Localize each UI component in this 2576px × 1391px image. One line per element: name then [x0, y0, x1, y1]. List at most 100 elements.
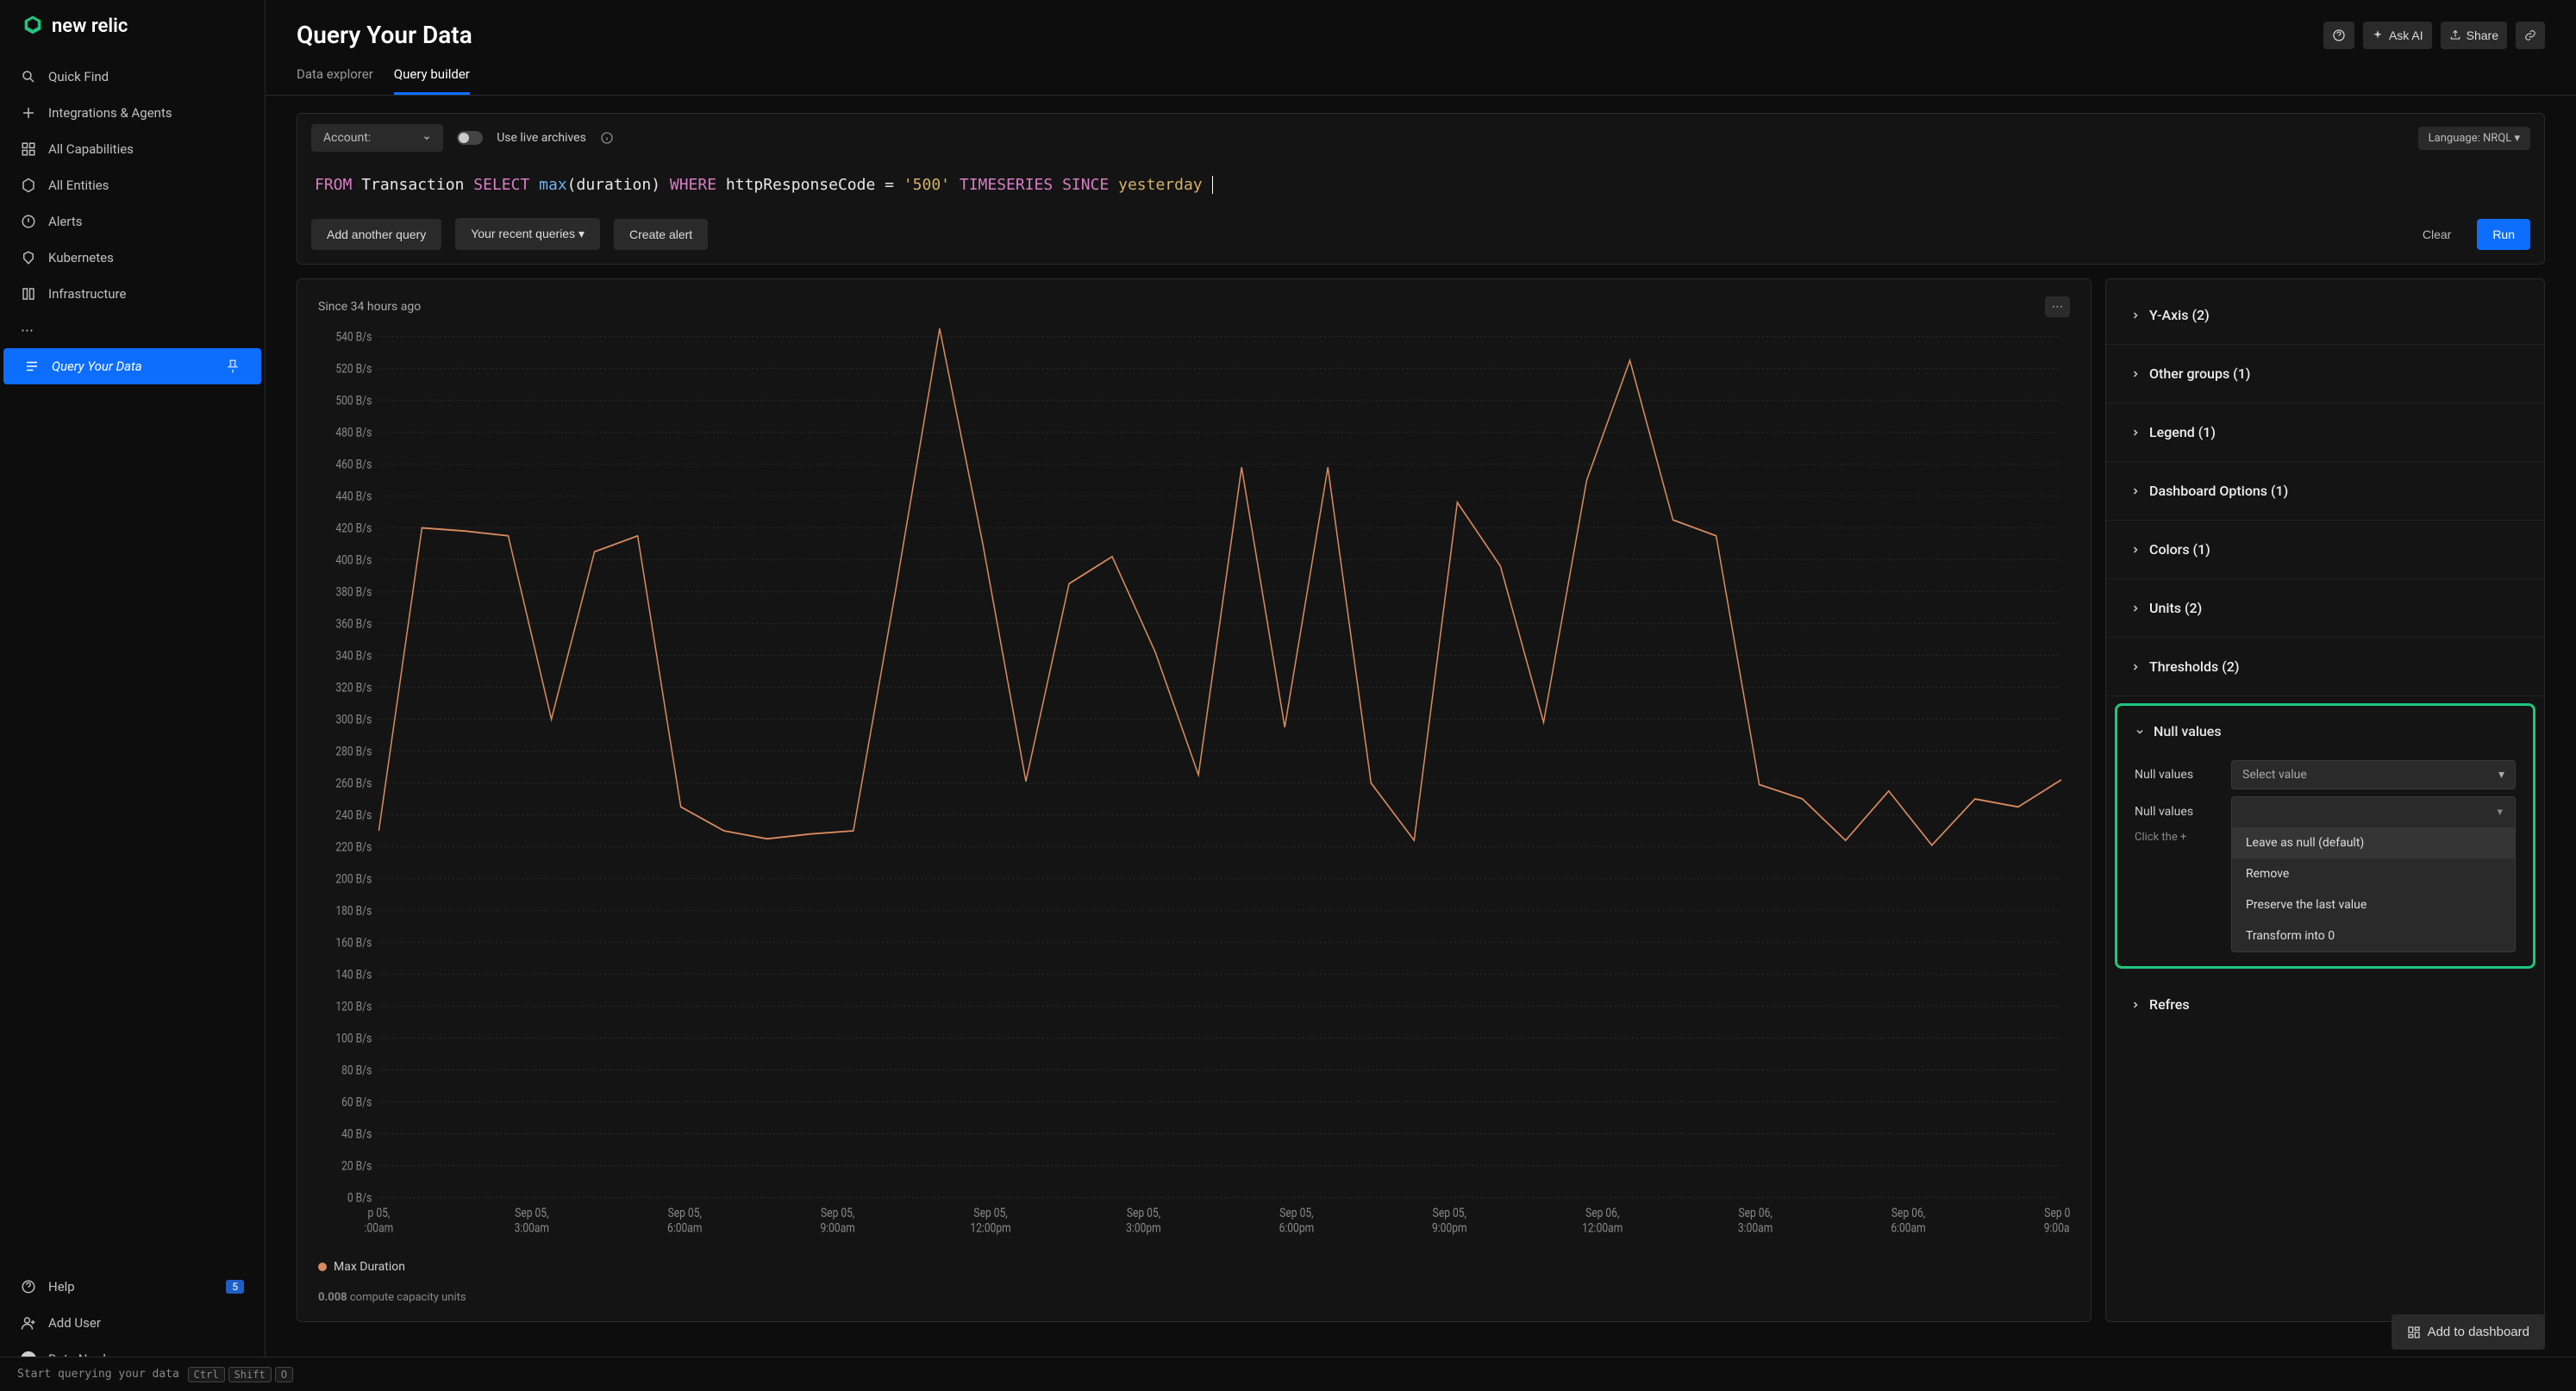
chart-panel: Since 34 hours ago ⋯ 540 B/s520 B/s500 B… — [297, 278, 2091, 1322]
add-to-dashboard-button[interactable]: Add to dashboard — [2392, 1314, 2545, 1350]
main: Query Your Data Ask AI Share Data — [266, 0, 2576, 1391]
opt-section[interactable]: Colors (1) — [2106, 521, 2544, 579]
pin-icon[interactable] — [225, 359, 241, 374]
opt-section[interactable]: Thresholds (2) — [2106, 638, 2544, 696]
null-values-dropdown: ▾ Leave as null (default) Remove Preserv… — [2231, 796, 2516, 952]
nav-label: Alerts — [48, 214, 83, 229]
add-user-label: Add User — [48, 1315, 101, 1331]
kw-func: max — [539, 176, 567, 194]
svg-text:240 B/s: 240 B/s — [335, 808, 372, 823]
svg-text::00am: :00am — [365, 1220, 394, 1236]
nav-label: Quick Find — [48, 69, 109, 84]
logo[interactable]: new relic — [0, 0, 265, 52]
nav-integrations[interactable]: Integrations & Agents — [0, 95, 265, 131]
search-icon — [21, 69, 36, 84]
query-area: Account: Use live archives Language: NRQ… — [297, 113, 2545, 265]
help-label: Help — [48, 1279, 75, 1294]
opt-section[interactable]: Legend (1) — [2106, 403, 2544, 462]
tab-query-builder[interactable]: Query builder — [394, 66, 470, 95]
sidebar: new relic Quick Find Integrations & Agen… — [0, 0, 266, 1391]
nav-entities[interactable]: All Entities — [0, 167, 265, 203]
tab-data-explorer[interactable]: Data explorer — [297, 66, 373, 95]
opt-section[interactable]: Other groups (1) — [2106, 345, 2544, 403]
kw-cond: httpResponseCode = — [726, 176, 894, 194]
account-select[interactable]: Account: — [311, 124, 443, 152]
nav-more[interactable]: ⋯ — [0, 312, 265, 348]
opt-section[interactable]: Units (2) — [2106, 579, 2544, 638]
hex-icon — [21, 178, 36, 193]
svg-text:Sep 05,: Sep 05, — [1127, 1206, 1161, 1221]
svg-text:3:00pm: 3:00pm — [1126, 1220, 1161, 1236]
svg-text:6:00am: 6:00am — [667, 1220, 702, 1236]
nav-quick-find[interactable]: Quick Find — [0, 59, 265, 95]
grid-icon — [21, 141, 36, 157]
query-toolbar: Account: Use live archives Language: NRQ… — [297, 114, 2544, 162]
create-alert-button[interactable]: Create alert — [614, 219, 708, 250]
opt-refresh[interactable]: Refres — [2106, 976, 2544, 1033]
content-row: Since 34 hours ago ⋯ 540 B/s520 B/s500 B… — [297, 278, 2545, 1322]
ask-ai-button[interactable]: Ask AI — [2363, 22, 2432, 49]
nav-alerts[interactable]: Alerts — [0, 203, 265, 240]
svg-text:12:00pm: 12:00pm — [970, 1220, 1010, 1236]
opt-label: Thresholds (2) — [2149, 658, 2239, 675]
share-button[interactable]: Share — [2441, 22, 2507, 49]
chevron-right-icon — [2130, 310, 2141, 321]
infra-icon — [21, 286, 36, 302]
language-select[interactable]: Language: NRQL ▾ — [2418, 127, 2530, 150]
null-values-section: Null values Null values Select value ▾ N… — [2115, 703, 2535, 969]
opt-section[interactable]: Y-Axis (2) — [2106, 286, 2544, 345]
null-values-header[interactable]: Null values — [2117, 706, 2533, 753]
clear-button[interactable]: Clear — [2407, 219, 2467, 250]
svg-text:280 B/s: 280 B/s — [335, 744, 372, 759]
capacity-label: 0.008 compute capacity units — [318, 1291, 2070, 1304]
chevron-down-icon: ▾ — [578, 227, 585, 240]
kbd-ctrl: Ctrl — [188, 1367, 225, 1382]
chevron-right-icon — [2130, 603, 2141, 614]
add-dashboard-label: Add to dashboard — [2428, 1325, 2529, 1339]
svg-text:180 B/s: 180 B/s — [335, 903, 372, 919]
svg-text:Sep 05,: Sep 05, — [515, 1206, 549, 1221]
dd-remove[interactable]: Remove — [2232, 858, 2515, 889]
add-query-button[interactable]: Add another query — [311, 219, 441, 250]
query-editor[interactable]: FROM Transaction SELECT max(duration) WH… — [297, 162, 2544, 208]
null-title: Null values — [2154, 723, 2222, 739]
help-link[interactable]: Help 5 — [0, 1269, 265, 1305]
chevron-down-icon: ▾ — [2497, 806, 2503, 819]
nav-label: All Capabilities — [48, 141, 134, 157]
dd-preserve[interactable]: Preserve the last value — [2232, 889, 2515, 920]
query-actions: Add another query Your recent queries ▾ … — [297, 208, 2544, 264]
nav-kubernetes[interactable]: Kubernetes — [0, 240, 265, 276]
svg-text:500 B/s: 500 B/s — [335, 393, 372, 409]
null-label-1: Null values — [2135, 768, 2221, 782]
chart-header: Since 34 hours ago ⋯ — [318, 296, 2070, 317]
help-button[interactable] — [2323, 22, 2354, 49]
dd-leave-null[interactable]: Leave as null (default) — [2232, 827, 2515, 858]
bottom-bar: Start querying your data Ctrl Shift O — [0, 1357, 2576, 1391]
nav-infrastructure[interactable]: Infrastructure — [0, 276, 265, 312]
svg-text:440 B/s: 440 B/s — [335, 489, 372, 504]
nav-label: Integrations & Agents — [48, 105, 172, 121]
kw-funcarg: (duration) — [567, 176, 660, 194]
nav-capabilities[interactable]: All Capabilities — [0, 131, 265, 167]
run-button[interactable]: Run — [2477, 219, 2530, 250]
chart-more-button[interactable]: ⋯ — [2045, 296, 2070, 317]
opt-section[interactable]: Dashboard Options (1) — [2106, 462, 2544, 521]
svg-text:220 B/s: 220 B/s — [335, 839, 372, 855]
language-label: Language: NRQL — [2429, 132, 2512, 145]
null-values-select[interactable]: Select value ▾ — [2231, 760, 2516, 789]
kw-yesterday: yesterday — [1118, 176, 1203, 194]
svg-text:6:00am: 6:00am — [1891, 1220, 1925, 1236]
kw-select: SELECT — [473, 176, 529, 194]
archives-toggle[interactable] — [457, 131, 483, 145]
nav-query-your-data[interactable]: Query Your Data — [3, 348, 261, 384]
svg-text:9:00pm: 9:00pm — [1432, 1220, 1467, 1236]
opt-label: Other groups (1) — [2149, 365, 2250, 382]
query-icon — [24, 359, 40, 374]
dd-transform[interactable]: Transform into 0 — [2232, 920, 2515, 951]
add-user-link[interactable]: Add User — [0, 1305, 265, 1341]
chart-svg: 540 B/s520 B/s500 B/s480 B/s460 B/s440 B… — [318, 326, 2070, 1251]
info-icon[interactable] — [600, 131, 614, 145]
recent-queries-button[interactable]: Your recent queries ▾ — [455, 218, 600, 250]
link-button[interactable] — [2516, 22, 2545, 49]
help-badge: 5 — [226, 1280, 244, 1294]
